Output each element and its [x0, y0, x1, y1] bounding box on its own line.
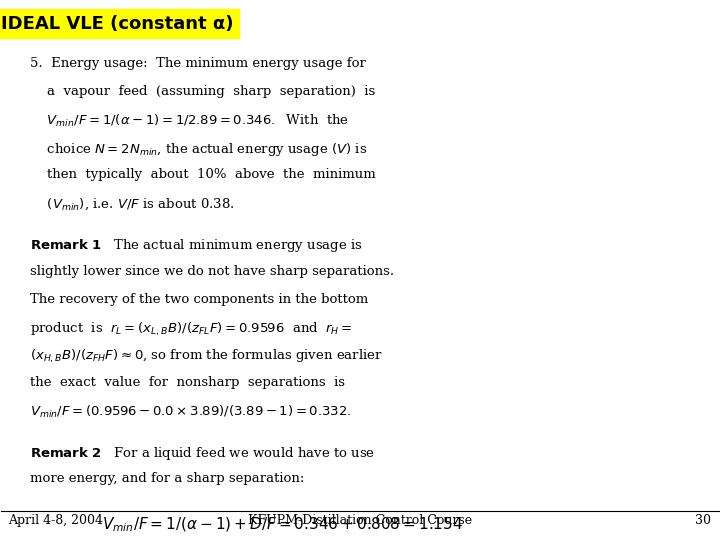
- Text: $V_{min}/F = 1/(\alpha - 1) = 1/2.89 = 0.346.$  With  the: $V_{min}/F = 1/(\alpha - 1) = 1/2.89 = 0…: [30, 113, 349, 129]
- Text: a  vapour  feed  (assuming  sharp  separation)  is: a vapour feed (assuming sharp separation…: [30, 85, 375, 98]
- Text: the  exact  value  for  nonsharp  separations  is: the exact value for nonsharp separations…: [30, 376, 345, 389]
- Text: $(x_{H,B}B)/(z_{FH}F) \approx 0$, so from the formulas given earlier: $(x_{H,B}B)/(z_{FH}F) \approx 0$, so fro…: [30, 348, 383, 365]
- Text: 30: 30: [696, 515, 711, 528]
- Text: more energy, and for a sharp separation:: more energy, and for a sharp separation:: [30, 472, 305, 485]
- Text: April 4-8, 2004: April 4-8, 2004: [9, 515, 104, 528]
- Text: The recovery of the two components in the bottom: The recovery of the two components in th…: [30, 293, 369, 306]
- Text: $V_{min}/F = (0.9596 - 0.0 \times 3.89)/(3.89 - 1) = 0.332.$: $V_{min}/F = (0.9596 - 0.0 \times 3.89)/…: [30, 403, 351, 420]
- Text: choice $N = 2N_{min}$, the actual energy usage $(V)$ is: choice $N = 2N_{min}$, the actual energy…: [30, 140, 367, 158]
- Text: KFUPM-Distillation Control Course: KFUPM-Distillation Control Course: [248, 515, 472, 528]
- Text: $(V_{min})$, i.e. $V/F$ is about 0.38.: $(V_{min})$, i.e. $V/F$ is about 0.38.: [30, 196, 235, 212]
- Text: IDEAL VLE (constant α): IDEAL VLE (constant α): [1, 15, 234, 33]
- Text: product  is  $r_L = (x_{L,B}B)/(z_{FL}F) = 0.9596$  and  $r_H =$: product is $r_L = (x_{L,B}B)/(z_{FL}F) =…: [30, 320, 353, 338]
- Text: 5.  Energy usage:  The minimum energy usage for: 5. Energy usage: The minimum energy usag…: [30, 57, 366, 70]
- Text: $\mathbf{Remark\ 1}$   The actual minimum energy usage is: $\mathbf{Remark\ 1}$ The actual minimum …: [30, 237, 363, 254]
- Text: $V_{min}/F = 1/(\alpha - 1) + D/F = 0.346 + 0.808 = 1.154$: $V_{min}/F = 1/(\alpha - 1) + D/F = 0.34…: [102, 516, 463, 535]
- Text: then  typically  about  10%  above  the  minimum: then typically about 10% above the minim…: [30, 168, 376, 181]
- Text: $\mathbf{Remark\ 2}$   For a liquid feed we would have to use: $\mathbf{Remark\ 2}$ For a liquid feed w…: [30, 444, 375, 462]
- Text: slightly lower since we do not have sharp separations.: slightly lower since we do not have shar…: [30, 265, 395, 278]
